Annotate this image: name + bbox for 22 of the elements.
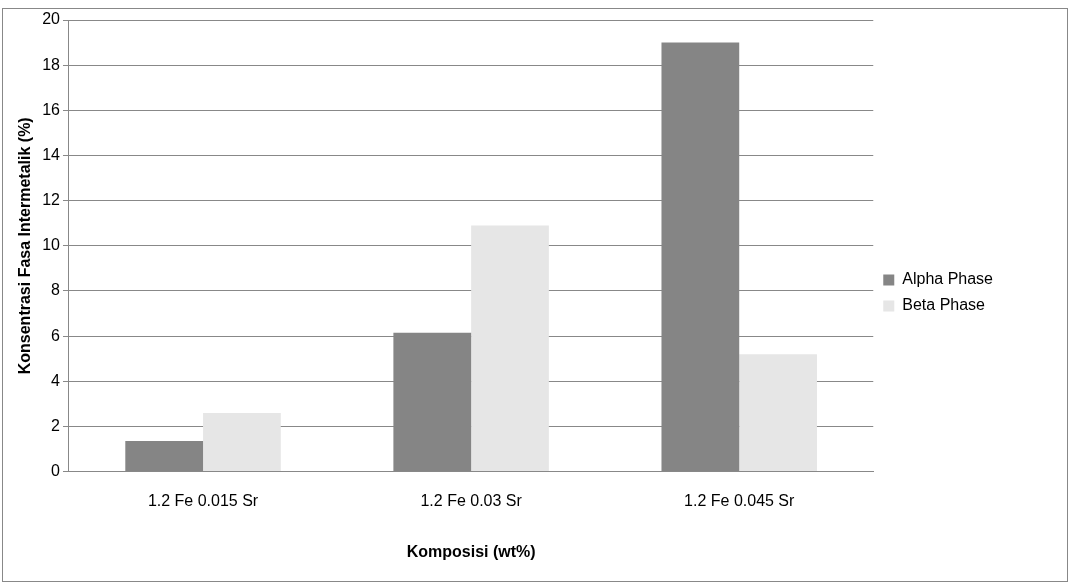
x-tick-label: 1.2 Fe 0.015 Sr <box>147 491 259 509</box>
y-tick-label: 20 <box>42 10 61 28</box>
y-tick-label: 6 <box>51 326 61 344</box>
legend-label: Alpha Phase <box>902 270 994 288</box>
y-tick-label: 0 <box>51 462 61 480</box>
x-tick-label: 1.2 Fe 0.03 Sr <box>420 491 523 509</box>
legend-label: Beta Phase <box>902 296 986 314</box>
bar <box>471 225 549 472</box>
y-tick-label: 16 <box>42 100 61 118</box>
y-tick-label: 2 <box>51 416 61 434</box>
y-tick-label: 10 <box>42 236 61 254</box>
y-tick-label: 12 <box>42 191 61 209</box>
bar <box>203 412 281 472</box>
y-tick-label: 14 <box>42 145 61 163</box>
x-tick-label: 1.2 Fe 0.045 Sr <box>684 491 796 509</box>
bar <box>739 354 817 472</box>
y-axis-title: Konsentrasi Fasa Intermetalik (%) <box>16 117 34 375</box>
y-tick-label: 8 <box>51 281 61 299</box>
y-tick-label: 4 <box>51 371 61 389</box>
y-tick-label: 18 <box>42 55 61 73</box>
x-axis-title: Komposisi (wt%) <box>406 542 536 560</box>
bar <box>125 441 204 472</box>
